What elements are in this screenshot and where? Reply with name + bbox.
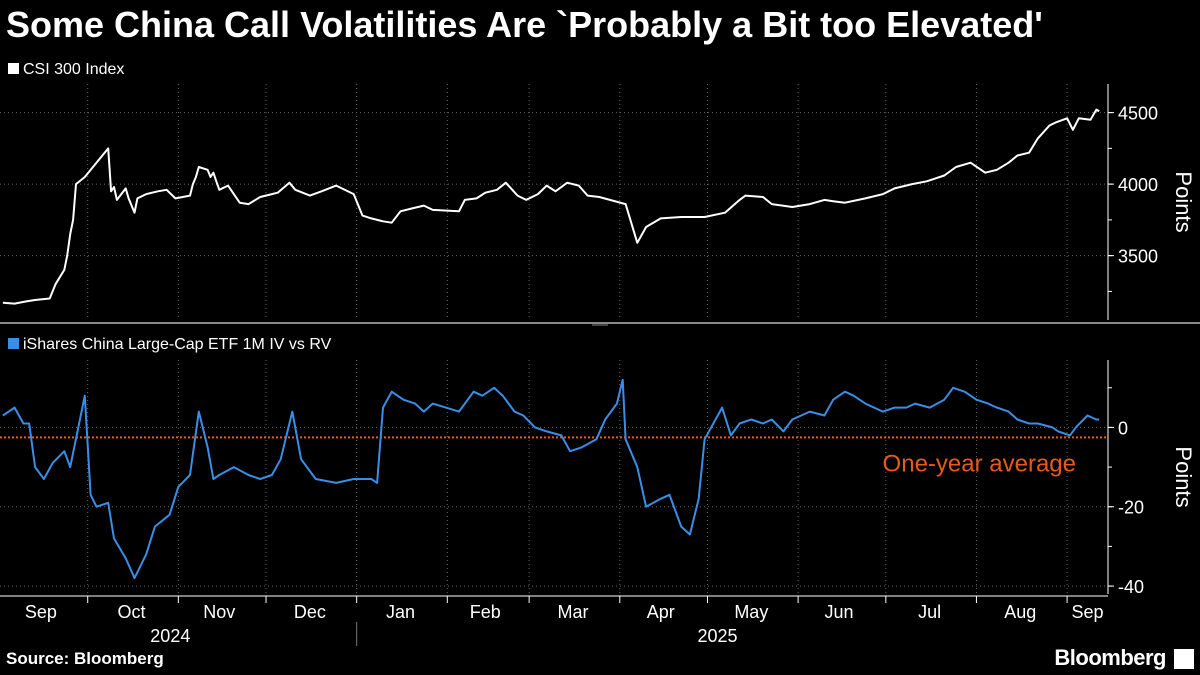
xtick-label-2: Nov xyxy=(203,602,235,622)
source-label: Source: Bloomberg xyxy=(6,649,164,668)
xtick-label-9: Jun xyxy=(825,602,854,622)
legend-swatch-csi xyxy=(8,63,19,74)
xtick-label-3: Dec xyxy=(294,602,326,622)
year-label-2025: 2025 xyxy=(697,626,737,646)
ytick-label-csi-1: 4000 xyxy=(1118,175,1158,195)
ylabel-csi: Points xyxy=(1171,171,1196,232)
ytick-label-csi-0: 3500 xyxy=(1118,247,1158,267)
ylabel-etf: Points xyxy=(1171,446,1196,507)
series-line-csi xyxy=(2,108,1100,305)
ytick-label-etf-2: 0 xyxy=(1118,418,1128,438)
ytick-label-etf-0: -40 xyxy=(1118,577,1144,597)
legend-label-csi: CSI 300 Index xyxy=(23,61,125,78)
xtick-label-1: Oct xyxy=(118,602,146,622)
xtick-label-10: Jul xyxy=(918,602,941,622)
xtick-label-0: Sep xyxy=(25,602,57,622)
legend-swatch-etf xyxy=(8,338,19,349)
xtick-label-11: Aug xyxy=(1004,602,1036,622)
average-annotation: One-year average xyxy=(883,450,1076,477)
xtick-label-8: May xyxy=(734,602,768,622)
ytick-label-csi-2: 4500 xyxy=(1118,104,1158,124)
legend-label-etf: iShares China Large-Cap ETF 1M IV vs RV xyxy=(23,336,332,353)
year-label-2024: 2024 xyxy=(150,626,190,646)
series-line-etf xyxy=(2,378,1100,580)
xtick-label-5: Feb xyxy=(470,602,501,622)
ytick-label-etf-1: -20 xyxy=(1118,498,1144,518)
bloomberg-chart-icon xyxy=(1174,649,1194,669)
legend-etf: iShares China Large-Cap ETF 1M IV vs RV xyxy=(8,336,331,354)
brand-logo: Bloomberg xyxy=(1054,645,1166,670)
chart-title: Some China Call Volatilities Are `Probab… xyxy=(6,4,1043,45)
xtick-label-7: Apr xyxy=(647,602,675,622)
legend-csi: CSI 300 Index xyxy=(8,61,124,79)
xtick-label-12: Sep xyxy=(1072,602,1104,622)
xtick-label-4: Jan xyxy=(386,602,415,622)
xtick-label-6: Mar xyxy=(558,602,589,622)
